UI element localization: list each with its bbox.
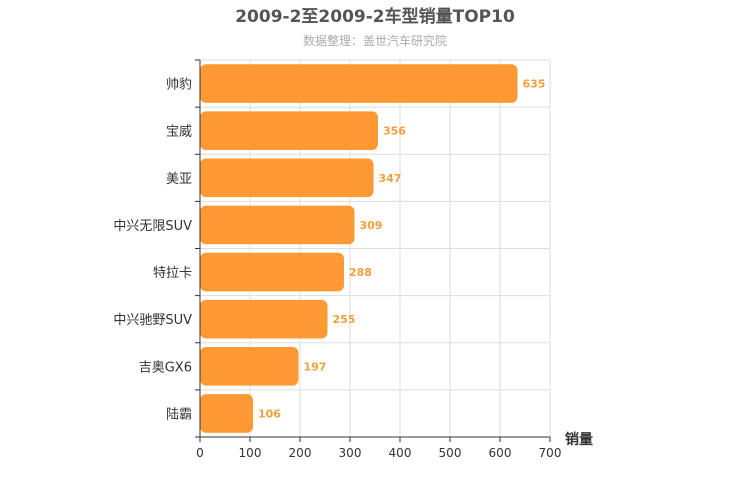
bar (200, 346, 299, 386)
x-tick-label: 500 (439, 446, 462, 460)
value-label: 309 (360, 219, 383, 232)
bar (200, 394, 253, 433)
x-tick-label: 600 (489, 446, 512, 460)
bar (200, 299, 328, 339)
bar (200, 158, 374, 198)
category-label: 帅豹 (166, 78, 192, 93)
bar (200, 64, 518, 103)
value-label: 197 (304, 360, 327, 373)
chart-title: 2009-2至2009-2车型销量TOP10 (235, 6, 515, 27)
value-label: 255 (333, 313, 356, 326)
category-label: 吉奥GX6 (139, 360, 192, 375)
x-tick-label: 400 (389, 446, 412, 460)
category-label: 美亚 (166, 172, 192, 187)
category-label: 特拉卡 (153, 266, 192, 281)
category-label: 宝威 (166, 125, 192, 140)
bar (200, 111, 378, 151)
value-label: 106 (258, 407, 281, 420)
bars: 635 356 347 309 288 255 197 106 (200, 64, 545, 433)
category-label: 陆霸 (166, 406, 192, 422)
category-label: 中兴无限SUV (113, 219, 192, 234)
x-tick-label: 100 (239, 446, 262, 460)
bar (200, 205, 355, 245)
x-tick-label: 700 (539, 446, 562, 460)
x-axis-label: 销量 (565, 431, 593, 448)
value-label: 288 (349, 266, 372, 279)
bar (200, 252, 344, 292)
value-label: 635 (523, 78, 546, 91)
category-label: 中兴驰野SUV (113, 313, 192, 328)
x-tick-label: 300 (339, 446, 362, 460)
x-tick-label: 0 (196, 446, 204, 460)
chart-subtitle: 数据整理：盖世汽车研究院 (303, 33, 447, 48)
grid-lines (200, 59, 551, 438)
value-label: 356 (383, 125, 406, 138)
value-label: 347 (379, 172, 402, 185)
x-tick-label: 200 (289, 446, 312, 460)
